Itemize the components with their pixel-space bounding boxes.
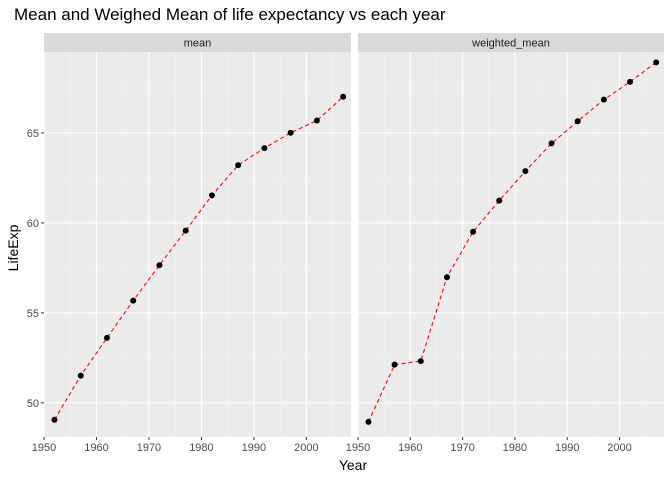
data-point	[653, 59, 660, 66]
facet-panel-weighted-mean: weighted_mean	[357, 33, 664, 437]
x-tick-label: 1950	[32, 442, 56, 454]
x-tick-label: 2000	[294, 442, 318, 454]
panel-background	[358, 52, 664, 437]
x-axis: 1950 1960 1970 1980 1990 2000 1950 1960 1970 1980…	[32, 437, 632, 454]
x-tick-label: 1960	[398, 442, 422, 454]
data-point	[182, 227, 189, 234]
data-point	[627, 78, 633, 85]
facet-strip-label: mean	[184, 38, 212, 50]
data-point	[417, 358, 424, 365]
data-point	[522, 168, 529, 175]
data-point	[574, 118, 581, 125]
y-tick-label: 50	[27, 398, 39, 410]
series-line-weighted-mean	[367, 61, 657, 423]
x-tick-label: 1960	[84, 442, 108, 454]
y-tick-label: 60	[27, 218, 39, 230]
x-tick-label: 1950	[346, 442, 370, 454]
data-point	[391, 361, 398, 368]
data-point	[340, 93, 347, 100]
facet-strip	[44, 33, 351, 52]
x-tick-label: 2000	[607, 442, 631, 454]
data-point	[548, 140, 555, 147]
facet-strip-label: weighted_mean	[471, 38, 550, 50]
y-axis: 50 55 60 65	[27, 128, 44, 410]
x-tick-label: 1970	[137, 442, 161, 454]
panel-background	[44, 52, 351, 437]
data-point	[600, 96, 607, 103]
x-tick-label: 1980	[503, 442, 527, 454]
data-point	[313, 117, 320, 124]
x-tick-label: 1990	[242, 442, 266, 454]
facet-strip	[358, 33, 664, 52]
data-point	[261, 145, 268, 152]
x-axis-title: Year	[339, 457, 368, 473]
y-tick-label: 65	[27, 128, 39, 140]
x-tick-label: 1980	[189, 442, 213, 454]
y-axis-title: LifeExp	[5, 224, 21, 271]
data-point	[130, 297, 137, 304]
data-point	[496, 197, 503, 204]
chart-title: Mean and Weighed Mean of life expectancy…	[14, 5, 446, 24]
data-point	[470, 228, 477, 235]
data-point	[365, 418, 372, 425]
data-point	[287, 129, 294, 136]
data-point	[51, 416, 58, 423]
data-point	[156, 262, 163, 269]
series-line-mean	[54, 96, 344, 421]
x-tick-label: 1970	[450, 442, 474, 454]
data-point	[208, 192, 215, 199]
data-point	[103, 334, 110, 341]
data-point	[77, 372, 84, 379]
data-point	[235, 162, 242, 169]
data-point	[443, 274, 450, 281]
x-tick-label: 1990	[555, 442, 579, 454]
facet-panels: mean weighted_mean	[43, 33, 664, 437]
facet-panel-mean: mean	[43, 33, 351, 437]
y-tick-label: 55	[27, 308, 39, 320]
